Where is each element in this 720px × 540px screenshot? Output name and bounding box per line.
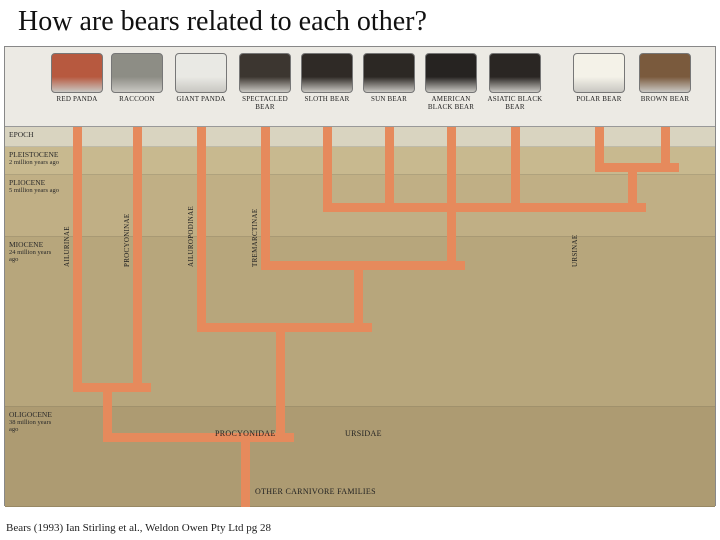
branch-vertical [261, 127, 270, 265]
species-label: ASIATIC BLACK BEAR [485, 95, 545, 111]
species-thumb [639, 53, 691, 93]
species-thumb [111, 53, 163, 93]
subfamily-label: URSINAE [571, 235, 579, 267]
species-item: SUN BEAR [359, 47, 419, 103]
branch-vertical [197, 127, 206, 327]
branch-vertical [323, 127, 332, 207]
root-label: OTHER CARNIVORE FAMILIES [255, 487, 376, 496]
page: { "title": "How are bears related to eac… [0, 0, 720, 540]
species-thumb [363, 53, 415, 93]
species-thumb [175, 53, 227, 93]
branch-horizontal [73, 383, 151, 392]
branch-horizontal [261, 261, 465, 270]
citation: Bears (1993) Ian Stirling et al., Weldon… [6, 522, 271, 534]
branch-vertical [354, 265, 363, 327]
branch-vertical [103, 387, 112, 437]
branch-horizontal [323, 203, 646, 212]
species-item: SPECTACLED BEAR [235, 47, 295, 111]
species-item: BROWN BEAR [635, 47, 695, 103]
species-thumb [301, 53, 353, 93]
branch-vertical [628, 167, 637, 207]
branch-vertical [276, 327, 285, 437]
species-label: RED PANDA [47, 95, 107, 103]
species-item: RED PANDA [47, 47, 107, 103]
branch-vertical [73, 127, 82, 387]
species-item: POLAR BEAR [569, 47, 629, 103]
branch-vertical [595, 127, 604, 167]
species-label: BROWN BEAR [635, 95, 695, 103]
branch-vertical [385, 127, 394, 207]
species-thumb [239, 53, 291, 93]
phylogeny-chart: RED PANDARACCOON GIANT PANDA SPECTACLED BE… [4, 46, 716, 506]
species-label: SPECTACLED BEAR [235, 95, 295, 111]
branch-vertical [133, 127, 142, 387]
species-label: SUN BEAR [359, 95, 419, 103]
species-item: ASIATIC BLACK BEAR [485, 47, 545, 111]
branch-vertical [661, 127, 670, 167]
species-label: AMERICAN BLACK BEAR [421, 95, 481, 111]
species-thumb [425, 53, 477, 93]
species-item: GIANT PANDA [171, 47, 231, 103]
branch-vertical [241, 505, 250, 507]
species-item: AMERICAN BLACK BEAR [421, 47, 481, 111]
species-label: SLOTH BEAR [297, 95, 357, 103]
branch-vertical [241, 437, 250, 505]
species-thumb [489, 53, 541, 93]
page-title: How are bears related to each other? [18, 6, 427, 38]
species-label: GIANT PANDA [171, 95, 231, 103]
branch-vertical [447, 207, 456, 265]
species-thumb [573, 53, 625, 93]
species-label: POLAR BEAR [569, 95, 629, 103]
species-row: RED PANDARACCOON GIANT PANDA SPECTACLED BE… [5, 47, 715, 127]
species-label: RACCOON [107, 95, 167, 103]
subfamily-label: AILURINAE [63, 226, 71, 267]
subfamily-label: TREMARCTINAE [251, 209, 259, 267]
species-thumb [51, 53, 103, 93]
subfamily-label: AILUROPODINAE [187, 206, 195, 267]
branch-horizontal [595, 163, 679, 172]
family-label: PROCYONIDAE [215, 429, 276, 438]
branch-vertical [511, 127, 520, 207]
branch-vertical [447, 127, 456, 207]
species-item: RACCOON [107, 47, 167, 103]
subfamily-label: PROCYONINAE [123, 214, 131, 267]
family-label: URSIDAE [345, 429, 382, 438]
species-item: SLOTH BEAR [297, 47, 357, 103]
phylogeny-tree [5, 127, 717, 507]
